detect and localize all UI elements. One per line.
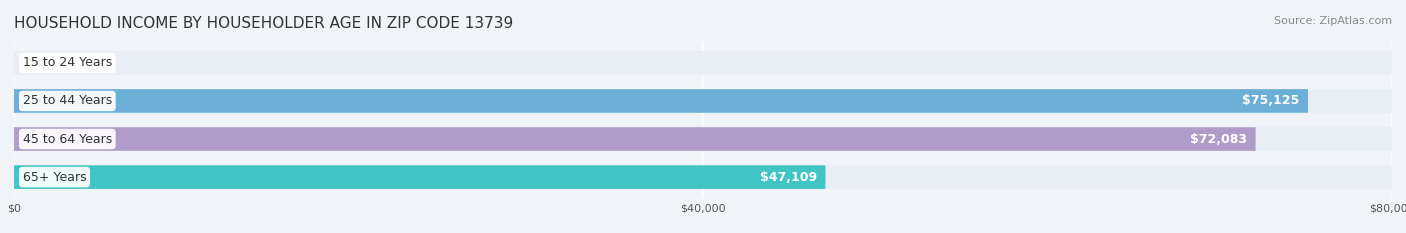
FancyBboxPatch shape (14, 89, 1308, 113)
Text: HOUSEHOLD INCOME BY HOUSEHOLDER AGE IN ZIP CODE 13739: HOUSEHOLD INCOME BY HOUSEHOLDER AGE IN Z… (14, 16, 513, 31)
Text: 15 to 24 Years: 15 to 24 Years (22, 56, 112, 69)
Text: $47,109: $47,109 (759, 171, 817, 184)
Text: $0: $0 (28, 56, 45, 69)
FancyBboxPatch shape (14, 165, 1392, 189)
Text: $75,125: $75,125 (1241, 94, 1299, 107)
FancyBboxPatch shape (14, 51, 1392, 75)
Text: 25 to 44 Years: 25 to 44 Years (22, 94, 112, 107)
FancyBboxPatch shape (14, 127, 1392, 151)
Text: $72,083: $72,083 (1189, 133, 1247, 146)
Text: 65+ Years: 65+ Years (22, 171, 86, 184)
Text: Source: ZipAtlas.com: Source: ZipAtlas.com (1274, 16, 1392, 26)
Text: 45 to 64 Years: 45 to 64 Years (22, 133, 112, 146)
FancyBboxPatch shape (14, 165, 825, 189)
FancyBboxPatch shape (14, 127, 1256, 151)
FancyBboxPatch shape (14, 89, 1392, 113)
